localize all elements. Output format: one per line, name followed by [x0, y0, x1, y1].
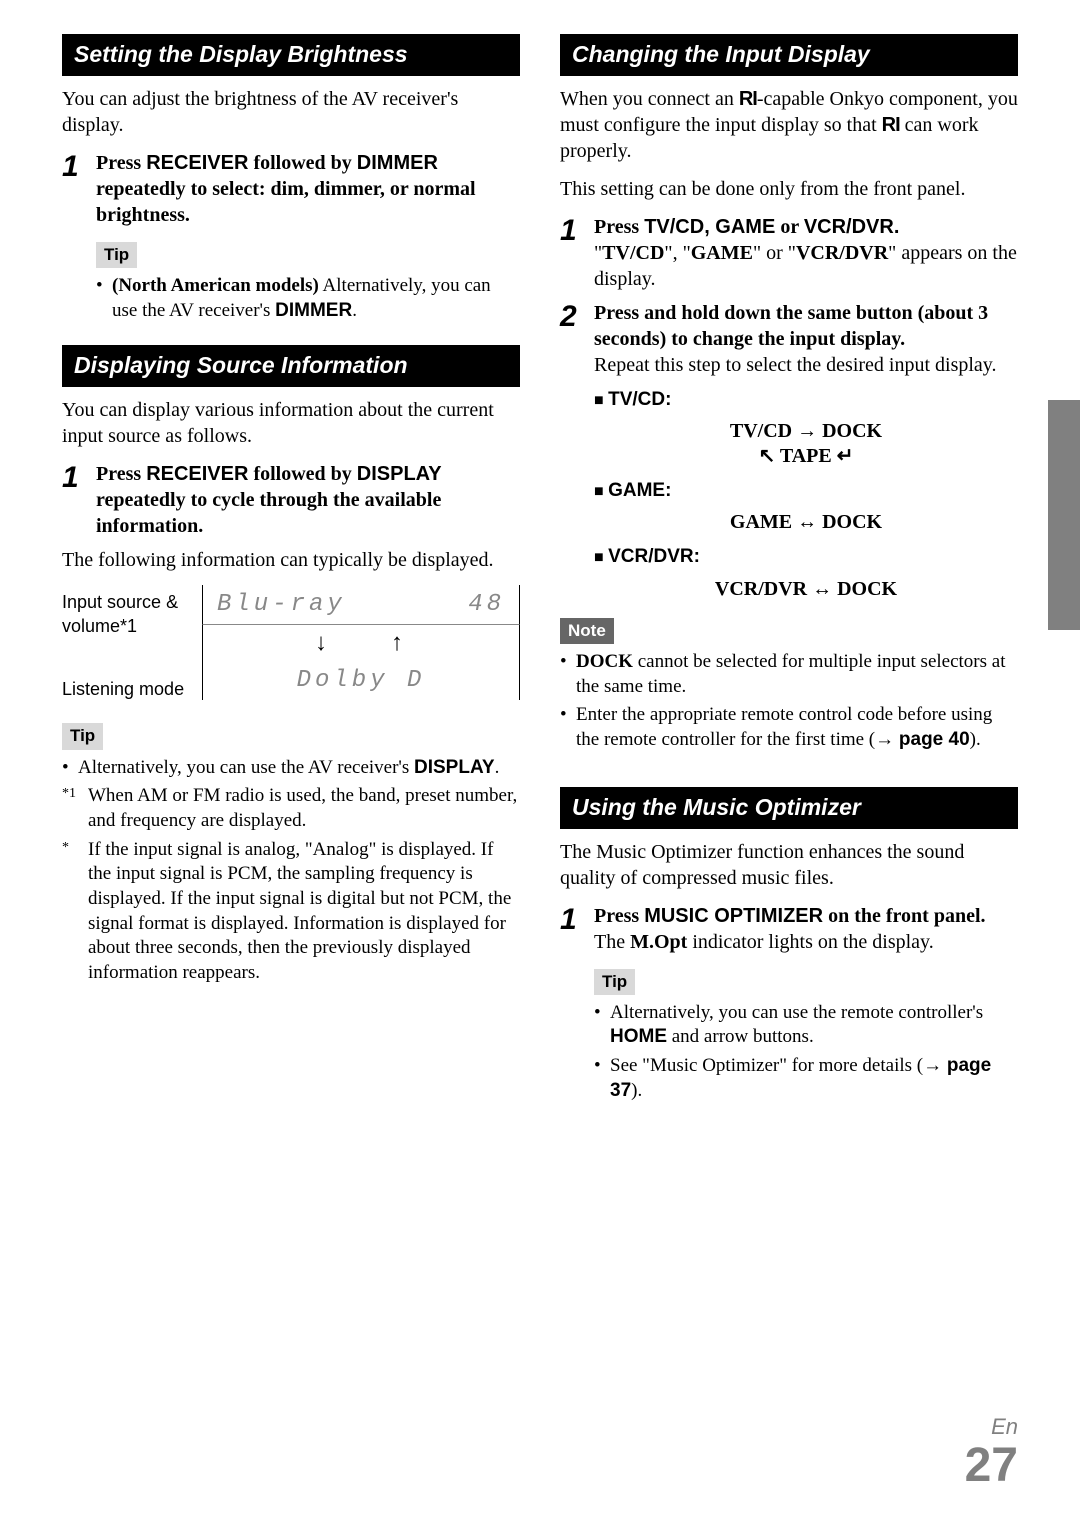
tip-item: Alternatively, you can use the AV receiv…: [62, 756, 520, 781]
step-number: 2: [560, 300, 594, 332]
vcr-formula: VCR/DVR ↔ DOCK: [594, 576, 1018, 602]
source-info-intro: You can display various information abou…: [62, 397, 520, 449]
tip-label: Tip: [96, 242, 137, 268]
note-label: Note: [560, 618, 614, 644]
input-step-2: 2 Press and hold down the same button (a…: [560, 300, 1018, 378]
step-number: 1: [62, 150, 96, 182]
up-arrow-icon: ↑: [391, 627, 407, 658]
tvcd-cycle-diagram: TV/CD → DOCK ↖ TAPE ↵: [594, 419, 1018, 469]
two-column-layout: Setting the Display Brightness You can a…: [62, 34, 1018, 1108]
step-number: 1: [560, 214, 594, 246]
section-heading-source-info: Displaying Source Information: [62, 345, 520, 387]
input-display-mappings: TV/CD: TV/CD → DOCK ↖ TAPE ↵ GAME: GAME …: [594, 388, 1018, 602]
section-heading-brightness: Setting the Display Brightness: [62, 34, 520, 76]
step-instruction: Press TV/CD, GAME or VCR/DVR. "TV/CD", "…: [594, 214, 1018, 292]
step-instruction: Press and hold down the same button (abo…: [594, 300, 1018, 378]
footnote-1: *1 When AM or FM radio is used, the band…: [62, 784, 520, 833]
brightness-step-1: 1 Press RECEIVER followed by DIMMER repe…: [62, 150, 520, 228]
footnote-2: * If the input signal is analog, "Analog…: [62, 838, 520, 986]
input-display-intro-2: This setting can be done only from the f…: [560, 176, 1018, 202]
display-labels: Input source & volume*1 Listening mode: [62, 585, 202, 701]
ri-icon: RI: [739, 88, 757, 110]
footer-page-number: 27: [965, 1439, 1018, 1492]
sub-heading-tvcd: TV/CD:: [594, 388, 1018, 413]
tip-label: Tip: [594, 969, 635, 995]
step-instruction: Press RECEIVER followed by DISPLAY repea…: [96, 461, 520, 539]
ri-icon: RI: [882, 114, 900, 136]
input-display-intro: When you connect an RI-capable Onkyo com…: [560, 86, 1018, 164]
page-footer: En 27: [965, 1413, 1018, 1490]
step-instruction: Press MUSIC OPTIMIZER on the front panel…: [594, 903, 1018, 955]
note-item: Enter the appropriate remote control cod…: [560, 703, 1018, 752]
source-step-1: 1 Press RECEIVER followed by DISPLAY rep…: [62, 461, 520, 539]
display-boxes: Blu-ray 48 ↓↑ Dolby D: [202, 585, 520, 701]
down-arrow-icon: ↓: [315, 627, 331, 658]
step-instruction: Press RECEIVER followed by DIMMER repeat…: [96, 150, 520, 228]
left-column: Setting the Display Brightness You can a…: [62, 34, 520, 1108]
right-column: Changing the Input Display When you conn…: [560, 34, 1018, 1108]
optimizer-tip-block: Tip Alternatively, you can use the remot…: [594, 963, 1018, 1104]
tip-item: Alternatively, you can use the remote co…: [594, 1001, 1018, 1050]
display-diagram: Input source & volume*1 Listening mode B…: [62, 585, 520, 701]
section-heading-input-display: Changing the Input Display: [560, 34, 1018, 76]
source-following: The following information can typically …: [62, 547, 520, 573]
footer-language: En: [965, 1413, 1018, 1442]
tip-item: (North American models) Alternatively, y…: [96, 274, 520, 323]
display-arrows: ↓↑: [202, 625, 520, 660]
brightness-intro: You can adjust the brightness of the AV …: [62, 86, 520, 138]
step-number: 1: [560, 903, 594, 935]
sub-heading-vcr: VCR/DVR:: [594, 545, 1018, 570]
display-row-2: Dolby D: [202, 661, 520, 700]
game-formula: GAME ↔ DOCK: [594, 509, 1018, 535]
display-row-1: Blu-ray 48: [202, 585, 520, 625]
side-index-tab: [1048, 400, 1080, 630]
section-heading-music-optimizer: Using the Music Optimizer: [560, 787, 1018, 829]
input-step-1: 1 Press TV/CD, GAME or VCR/DVR. "TV/CD",…: [560, 214, 1018, 292]
tip-label: Tip: [62, 723, 103, 749]
note-item: DOCK cannot be selected for multiple inp…: [560, 650, 1018, 699]
music-optimizer-intro: The Music Optimizer function enhances th…: [560, 839, 1018, 891]
sub-heading-game: GAME:: [594, 479, 1018, 504]
brightness-tip-block: Tip (North American models) Alternativel…: [96, 236, 520, 323]
optimizer-step-1: 1 Press MUSIC OPTIMIZER on the front pan…: [560, 903, 1018, 955]
step-number: 1: [62, 461, 96, 493]
tip-item: See "Music Optimizer" for more details (…: [594, 1054, 1018, 1103]
